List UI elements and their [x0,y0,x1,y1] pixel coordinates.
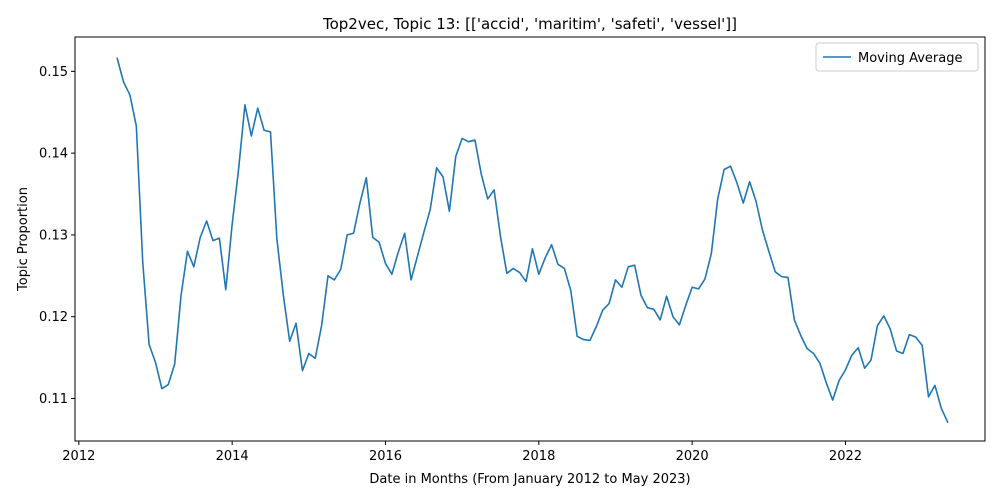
legend-box [815,42,979,72]
y-tick-label: 0.15 [39,65,68,80]
series-layer [116,57,949,423]
x-tick-label: 2016 [369,449,402,464]
y-tick-label: 0.14 [39,147,68,162]
x-tick-label: 2022 [829,449,862,464]
plot-frame [74,36,986,442]
x-tick-label: 2012 [62,449,95,464]
y-axis-ticks: 0.11 0.12 0.13 0.14 0.15 [39,65,75,407]
chart-title: Top2vec, Topic 13: [['accid', 'maritim',… [322,15,737,33]
series-line-moving-average [116,57,949,423]
legend-label-moving-average: Moving Average [858,51,962,66]
y-tick-label: 0.13 [39,228,68,243]
x-tick-label: 2020 [676,449,709,464]
x-axis-ticks: 2012 2014 2016 2018 2020 2022 [62,441,862,464]
x-axis-label: Date in Months (From January 2012 to May… [369,472,690,487]
x-tick-label: 2014 [216,449,249,464]
y-tick-label: 0.12 [39,310,68,325]
x-tick-label: 2018 [522,449,555,464]
y-axis-label: Topic Proportion [16,187,31,292]
y-tick-label: 0.11 [39,392,68,407]
legend: Moving Average [815,42,979,72]
